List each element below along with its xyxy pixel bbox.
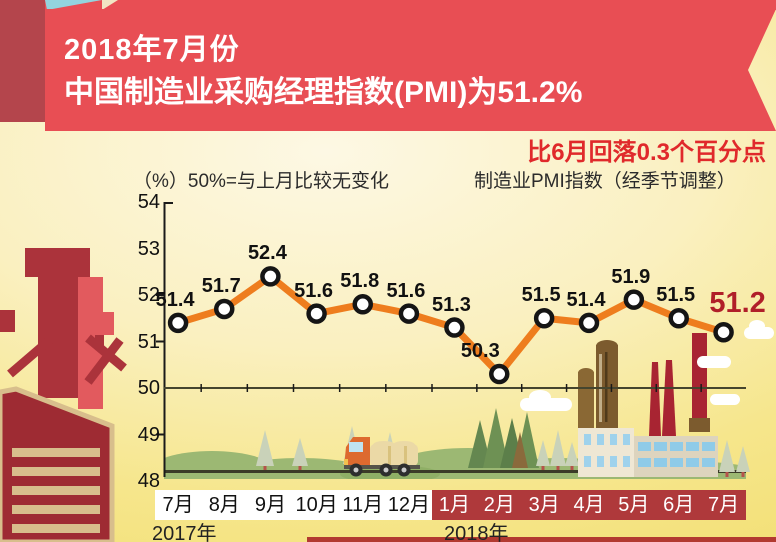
banner-body — [45, 9, 776, 131]
month-label: 6月 — [663, 494, 695, 516]
pine-cluster — [468, 408, 539, 468]
month-label: 3月 — [528, 494, 560, 516]
month-label: 1月 — [438, 494, 470, 516]
ground-line — [164, 470, 746, 473]
month-label: 4月 — [573, 494, 605, 516]
month-strip-2017: 7月 8月 9月 10月 11月 12月 — [155, 490, 432, 520]
month-label: 9月 — [254, 494, 286, 516]
month-label: 7月 — [708, 494, 740, 516]
bottom-accent-strip — [307, 537, 776, 542]
left-warehouse-illustration — [0, 386, 115, 542]
left-refinery-illustration — [0, 248, 127, 409]
month-label: 7月 — [162, 494, 194, 516]
banner-cream-accent — [102, 0, 118, 10]
banner-top-strip — [45, 0, 776, 10]
factory-illustration — [578, 333, 750, 477]
truck-illustration — [344, 437, 420, 477]
trees-mid — [536, 430, 579, 470]
month-strip-2018: 1月 2月 3月 4月 5月 6月 7月 — [432, 490, 746, 520]
month-label: 5月 — [618, 494, 650, 516]
banner-teal-accent — [45, 0, 102, 10]
month-label: 2月 — [483, 494, 515, 516]
banner-left-fold — [0, 0, 45, 122]
month-label: 10月 — [295, 494, 338, 516]
month-label: 8月 — [208, 494, 240, 516]
month-label: 12月 — [387, 494, 431, 516]
month-label: 11月 — [342, 494, 384, 516]
